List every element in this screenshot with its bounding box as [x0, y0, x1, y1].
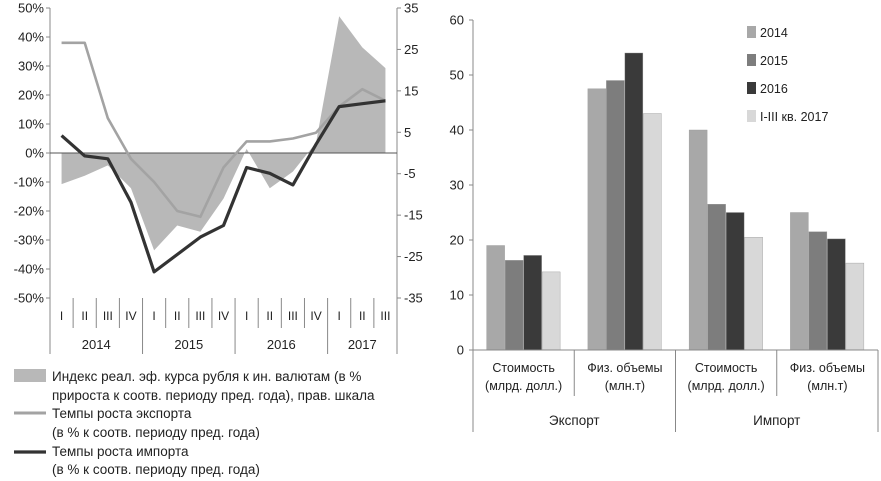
- bar-tick-label: 60: [450, 13, 464, 28]
- bar-legend-swatch: [747, 110, 756, 122]
- bar-tick-label: 50: [450, 68, 464, 83]
- category-label-line2: (млн.т): [807, 379, 847, 393]
- left-tick-label: 40%: [18, 30, 44, 45]
- left-tick-label: 50%: [18, 1, 44, 16]
- left-tick-label: -10%: [14, 175, 45, 190]
- quarter-label: I: [245, 309, 248, 323]
- right-tick-label: 5: [404, 125, 411, 140]
- bar-legend-label: I-III кв. 2017: [760, 110, 828, 124]
- year-label: 2014: [82, 337, 111, 352]
- bar-I-III-кв.-2017: [744, 237, 763, 351]
- quarter-label: III: [380, 309, 390, 323]
- legend-area-label-1: Индекс реал. эф. курса рубля к ин. валют…: [52, 369, 361, 384]
- year-label: 2015: [174, 337, 203, 352]
- quarter-label: II: [81, 309, 88, 323]
- bar-2015: [606, 80, 625, 351]
- quarter-label: I: [60, 309, 63, 323]
- quarter-label: I: [337, 309, 340, 323]
- bar-2015: [707, 204, 726, 351]
- legend-import-label-1: Темпы роста импорта: [52, 444, 189, 459]
- right-tick-label: -15: [404, 208, 423, 223]
- left-tick-label: 0%: [25, 146, 44, 161]
- bar-2014: [486, 245, 505, 351]
- category-label-line2: (млрд. долл.): [688, 379, 765, 393]
- bar-2016: [624, 52, 644, 351]
- bar-2016: [725, 212, 745, 351]
- bar-legend-label: 2014: [760, 26, 788, 40]
- bar-2015: [808, 231, 828, 351]
- bar-tick-label: 10: [450, 288, 464, 303]
- left-tick-label: -20%: [14, 204, 45, 219]
- legend-export-label-2: (в % к соотв. периоду пред. года): [52, 425, 260, 440]
- bar-I-III-кв.-2017: [845, 262, 865, 351]
- bar-2014: [790, 212, 809, 351]
- bar-I-III-кв.-2017: [643, 113, 662, 351]
- quarter-label: II: [359, 309, 366, 323]
- quarter-label: III: [103, 309, 113, 323]
- quarter-label: IV: [310, 309, 321, 323]
- quarter-label: IV: [218, 309, 229, 323]
- category-label-line1: Стоимость: [695, 361, 758, 375]
- legend-export-label-1: Темпы роста экспорта: [52, 406, 192, 421]
- category-label-line1: Физ. объемы: [587, 361, 662, 375]
- quarter-label: IV: [125, 309, 136, 323]
- right-tick-label: 35: [404, 1, 418, 16]
- bar-legend-label: 2015: [760, 54, 788, 68]
- left-tick-label: 10%: [18, 117, 44, 132]
- bar-legend-swatch: [747, 54, 756, 66]
- right-tick-label: 25: [404, 42, 418, 57]
- category-label-line2: (млрд. долл.): [485, 379, 562, 393]
- group-label: Экспорт: [549, 413, 600, 428]
- year-label: 2016: [267, 337, 296, 352]
- group-label: Импорт: [753, 413, 800, 428]
- bar-legend-swatch: [747, 82, 756, 94]
- right-chart: 60 50 40 30 20 10 0 Стоимость (млрд. долл.) Физ. …: [450, 13, 879, 432]
- bar-2014: [587, 88, 607, 351]
- quarter-label: III: [195, 309, 205, 323]
- left-tick-label: -30%: [14, 233, 45, 248]
- year-label: 2017: [348, 337, 377, 352]
- bar-2016: [523, 255, 542, 351]
- legend-area-swatch: [14, 369, 46, 382]
- bar-legend-swatch: [747, 26, 756, 38]
- right-tick-label: -5: [404, 166, 416, 181]
- category-label-line1: Стоимость: [492, 361, 555, 375]
- bar-legend-label: 2016: [760, 82, 788, 96]
- bar-I-III-кв.-2017: [541, 271, 561, 351]
- bar-2014: [688, 129, 708, 351]
- category-label-line1: Физ. объемы: [790, 361, 865, 375]
- quarter-label: III: [288, 309, 298, 323]
- bar-2016: [827, 238, 846, 351]
- rer-index-area: [61, 16, 386, 251]
- bar-tick-label: 0: [457, 343, 464, 358]
- category-label-line2: (млн.т): [605, 379, 645, 393]
- left-chart: 50% 40% 30% 20% 10% 0% -10% -20% -30% -40% -50% 35 2…: [14, 1, 423, 478]
- left-tick-label: 30%: [18, 59, 44, 74]
- export-growth-line: [61, 41, 387, 219]
- right-tick-label: 15: [404, 83, 418, 98]
- quarter-label: II: [174, 309, 181, 323]
- left-tick-label: -40%: [14, 262, 45, 277]
- bar-tick-label: 30: [450, 178, 464, 193]
- right-tick-label: -25: [404, 249, 423, 264]
- left-tick-label: -50%: [14, 291, 45, 306]
- import-growth-line: [60, 99, 386, 274]
- quarter-label: I: [152, 309, 155, 323]
- bar-tick-label: 40: [450, 123, 464, 138]
- bar-2015: [504, 260, 524, 351]
- left-tick-label: 20%: [18, 88, 44, 103]
- quarter-label: II: [266, 309, 273, 323]
- legend-import-label-2: (в % к соотв. периоду пред. года): [52, 462, 260, 477]
- bar-tick-label: 20: [450, 233, 464, 248]
- right-tick-label: -35: [404, 291, 423, 306]
- legend-area-label-2: прироста к соотв. периоду пред. года), п…: [52, 388, 375, 403]
